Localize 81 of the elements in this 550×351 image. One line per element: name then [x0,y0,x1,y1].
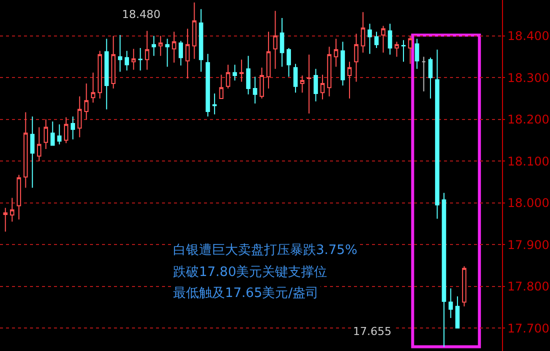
y-tick-label: 18.100 [507,154,550,168]
candlestick [212,92,217,115]
candlestick [70,116,76,140]
candlestick [77,96,82,138]
candlestick [16,174,22,220]
candlestick [44,118,48,150]
candlestick [360,12,366,54]
candlestick [368,23,372,54]
candlestick [246,55,250,95]
candlestick [306,54,312,114]
candlestick [462,266,466,307]
y-tick-label: 18.200 [507,112,550,127]
candlestick [144,30,150,70]
candlestick [165,38,170,68]
candlestick [354,33,358,82]
candlestick [340,41,345,86]
candlestick [394,41,399,58]
candlestick [138,48,142,72]
y-tick-label: 17.900 [507,238,550,252]
candlestick [455,296,460,329]
candlestick [286,48,291,78]
candlestick [320,74,325,100]
candlestick [266,31,271,89]
annotation: 17.655 [353,325,392,338]
candlestick [64,116,68,144]
candlestick [232,64,237,82]
annotation: 白银遭巨大卖盘打压暴跌3.75% [173,243,358,258]
candlestick [408,35,412,64]
candlestick [300,75,304,94]
candlestick [293,63,298,94]
annotation: 最低触及17.65美元/盎司 [173,285,319,301]
candlestick [448,288,453,319]
candlestick [111,35,116,89]
candlestick [334,38,338,68]
candlestick [219,74,224,99]
candlestick [23,112,28,188]
candlestick [185,28,190,79]
candlestick [124,50,129,72]
candlestick [198,8,204,72]
candlestick [10,197,14,222]
candlestick [273,10,278,70]
candlestick [347,61,352,99]
candlestick [374,31,379,48]
y-tick-label: 18.400 [507,29,550,44]
y-tick-label: 17.800 [507,280,550,294]
annotation: 18.480 [122,8,160,21]
candlestick [3,207,8,232]
y-tick-label: 18.000 [507,196,550,210]
candlestick [252,76,258,104]
candlestick [414,38,420,70]
candlestick [118,34,122,72]
candlestick [57,124,62,145]
candlestick [314,68,318,102]
candlestick [98,50,102,99]
candlestick [172,31,176,64]
candlestick [226,64,230,89]
candlestick [422,56,426,92]
candlestick [84,82,89,120]
candlestick [280,17,284,68]
candlestick [442,192,446,348]
candlestick [206,53,210,117]
candlestick [435,49,440,220]
candlestick [428,57,433,99]
candlestick [239,59,244,82]
candlestick [50,120,55,146]
candlestick [327,46,332,97]
annotation: 跌破17.80美元关键支撑位 [173,264,328,280]
candlestick [388,23,392,56]
candlestick [104,38,109,110]
candlestick [401,40,406,62]
candlestick [381,25,386,54]
candlestick [158,35,163,56]
candlestick [152,35,156,56]
y-tick-label: 17.700 [507,321,550,336]
candlestick [30,116,35,188]
candlestick [131,48,136,70]
y-tick-label: 18.300 [507,70,550,85]
candlestick [260,67,264,99]
candlestick [90,72,96,104]
candlestick [36,126,42,162]
candlestick [178,40,183,66]
